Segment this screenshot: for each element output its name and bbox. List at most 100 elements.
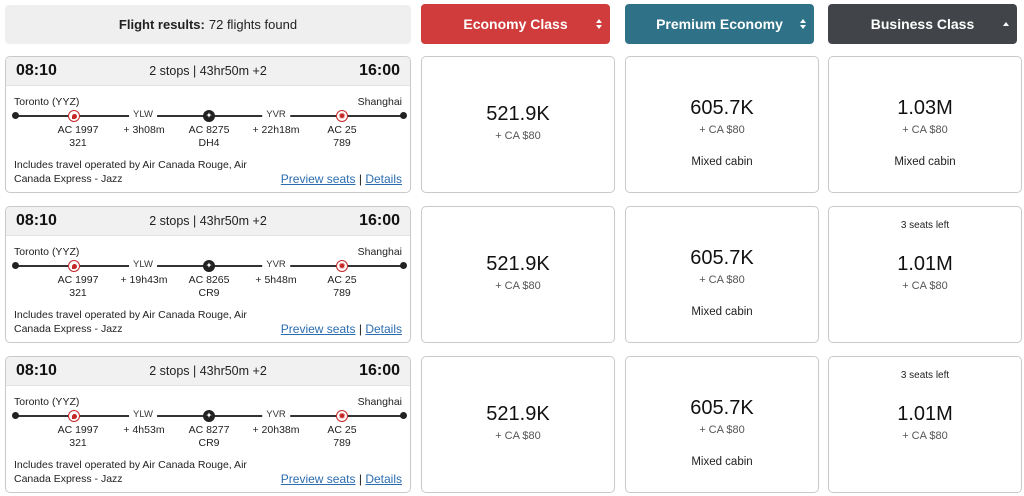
seats-left: 3 seats left <box>900 220 950 231</box>
premium-economy-price: 605.7K <box>690 97 754 119</box>
preview-seats-link[interactable]: Preview seats <box>280 472 356 486</box>
leg-1-flight: AC 1997 <box>57 424 99 436</box>
results-label: Flight results: <box>118 17 205 32</box>
results-summary: Flight results: 72 flights found <box>5 5 411 44</box>
business-tax: + CA $80 <box>902 280 948 292</box>
stop-code-1: YLW <box>129 109 157 120</box>
air-canada-jazz-icon <box>203 110 215 122</box>
premium-economy-tax: + CA $80 <box>699 124 745 136</box>
air-canada-icon <box>336 260 348 272</box>
leg-1-flight: AC 1997 <box>57 274 99 286</box>
link-separator: | <box>358 322 362 336</box>
business-fare-cell[interactable]: 1.03M + CA $80 Mixed cabin <box>828 56 1022 193</box>
details-link[interactable]: Details <box>365 172 402 186</box>
economy-tax: + CA $80 <box>495 280 541 292</box>
air-canada-rouge-icon <box>68 410 80 422</box>
business-fare-cell[interactable]: 3 seats left 1.01M + CA $80 <box>828 206 1022 343</box>
destination-city: Shanghai <box>357 246 402 258</box>
premium-economy-cabin-note: Mixed cabin <box>691 306 753 318</box>
premium-economy-sort-button[interactable]: Premium Economy <box>625 4 814 44</box>
flight-card-header: 08:10 2 stops | 43hr50m +2 16:00 <box>6 207 410 236</box>
business-class-label: Business Class <box>870 16 975 32</box>
origin-dot <box>12 412 19 419</box>
details-link[interactable]: Details <box>365 322 402 336</box>
leg-3-flight: AC 25 <box>327 424 357 436</box>
leg-2-flight: AC 8275 <box>188 124 230 136</box>
stops-duration: 2 stops | 43hr50m +2 <box>149 364 267 378</box>
flight-card-header: 08:10 2 stops | 43hr50m +2 16:00 <box>6 357 410 386</box>
route-labels: Toronto (YYZ) Shanghai <box>14 96 402 110</box>
economy-class-sort-button[interactable]: Economy Class <box>421 4 610 44</box>
operated-by-note: Includes travel operated by Air Canada R… <box>14 459 247 485</box>
leg-2-flight: AC 8265 <box>188 274 230 286</box>
sort-both-icon <box>800 19 806 29</box>
leg-2-flight: AC 8277 <box>188 424 230 436</box>
premium-economy-fare-cell[interactable]: 605.7K + CA $80 Mixed cabin <box>625 356 819 493</box>
economy-fare-cell[interactable]: 521.9K + CA $80 <box>421 206 615 343</box>
link-separator: | <box>358 472 362 486</box>
leg-3-aircraft: 789 <box>333 437 351 449</box>
economy-fare-cell[interactable]: 521.9K + CA $80 <box>421 56 615 193</box>
economy-price: 521.9K <box>486 103 550 125</box>
business-fare-cell[interactable]: 3 seats left 1.01M + CA $80 <box>828 356 1022 493</box>
layover-2: + 22h18m <box>252 124 300 136</box>
leg-3-info: AC 25 789 <box>327 274 356 300</box>
leg-1-aircraft: 321 <box>69 137 87 149</box>
leg-1-flight: AC 1997 <box>57 124 99 136</box>
destination-dot <box>400 412 407 419</box>
sort-ascending-icon <box>1003 22 1009 26</box>
departure-time: 08:10 <box>16 362 57 379</box>
premium-economy-tax: + CA $80 <box>699 424 745 436</box>
seats-left: 3 seats left <box>900 370 950 381</box>
origin-airport: Toronto (YYZ) <box>14 96 80 108</box>
departure-time: 08:10 <box>16 212 57 229</box>
flight-card-header: 08:10 2 stops | 43hr50m +2 16:00 <box>6 57 410 86</box>
leg-3-info: AC 25 789 <box>327 424 356 450</box>
leg-2-info: AC 8277 CR9 <box>189 424 230 450</box>
card-links: Preview seats | Details <box>281 322 402 336</box>
business-tax: + CA $80 <box>902 430 948 442</box>
destination-city: Shanghai <box>357 396 402 408</box>
stop-code-1: YLW <box>129 259 157 270</box>
premium-economy-price: 605.7K <box>690 397 754 419</box>
departure-time: 08:10 <box>16 62 57 79</box>
preview-seats-link[interactable]: Preview seats <box>280 322 356 336</box>
premium-economy-fare-cell[interactable]: 605.7K + CA $80 Mixed cabin <box>625 206 819 343</box>
air-canada-icon <box>336 410 348 422</box>
economy-fare-cell[interactable]: 521.9K + CA $80 <box>421 356 615 493</box>
arrival-time: 16:00 <box>359 62 400 79</box>
stop-code-2: YVR <box>262 109 290 120</box>
leg-2-info: AC 8265 CR9 <box>189 274 230 300</box>
leg-2-aircraft: CR9 <box>198 437 220 449</box>
flight-card: 08:10 2 stops | 43hr50m +2 16:00 Toronto… <box>5 56 411 193</box>
destination-city: Shanghai <box>357 96 402 108</box>
operated-by-note: Includes travel operated by Air Canada R… <box>14 309 247 335</box>
leg-1-aircraft: 321 <box>69 437 87 449</box>
premium-economy-cabin-note: Mixed cabin <box>691 456 753 468</box>
layover-1: + 19h43m <box>120 274 168 286</box>
economy-tax: + CA $80 <box>495 130 541 142</box>
arrival-time: 16:00 <box>359 362 400 379</box>
premium-economy-tax: + CA $80 <box>699 274 745 286</box>
business-cabin-note: Mixed cabin <box>894 156 956 168</box>
arrival-time: 16:00 <box>359 212 400 229</box>
premium-economy-fare-cell[interactable]: 605.7K + CA $80 Mixed cabin <box>625 56 819 193</box>
flight-card: 08:10 2 stops | 43hr50m +2 16:00 Toronto… <box>5 356 411 493</box>
business-class-sort-button[interactable]: Business Class <box>828 4 1017 44</box>
stops-duration: 2 stops | 43hr50m +2 <box>149 214 267 228</box>
layover-1: + 3h08m <box>123 124 165 136</box>
stop-code-2: YVR <box>262 409 290 420</box>
preview-seats-link[interactable]: Preview seats <box>280 172 356 186</box>
business-price: 1.01M <box>897 253 953 275</box>
air-canada-rouge-icon <box>68 110 80 122</box>
leg-1-info: AC 1997 321 <box>58 124 99 150</box>
economy-tax: + CA $80 <box>495 430 541 442</box>
card-links: Preview seats | Details <box>281 172 402 186</box>
air-canada-rouge-icon <box>68 260 80 272</box>
details-link[interactable]: Details <box>365 472 402 486</box>
link-separator: | <box>358 172 362 186</box>
premium-economy-label: Premium Economy <box>656 16 783 32</box>
route-labels: Toronto (YYZ) Shanghai <box>14 396 402 410</box>
economy-class-label: Economy Class <box>463 16 568 32</box>
